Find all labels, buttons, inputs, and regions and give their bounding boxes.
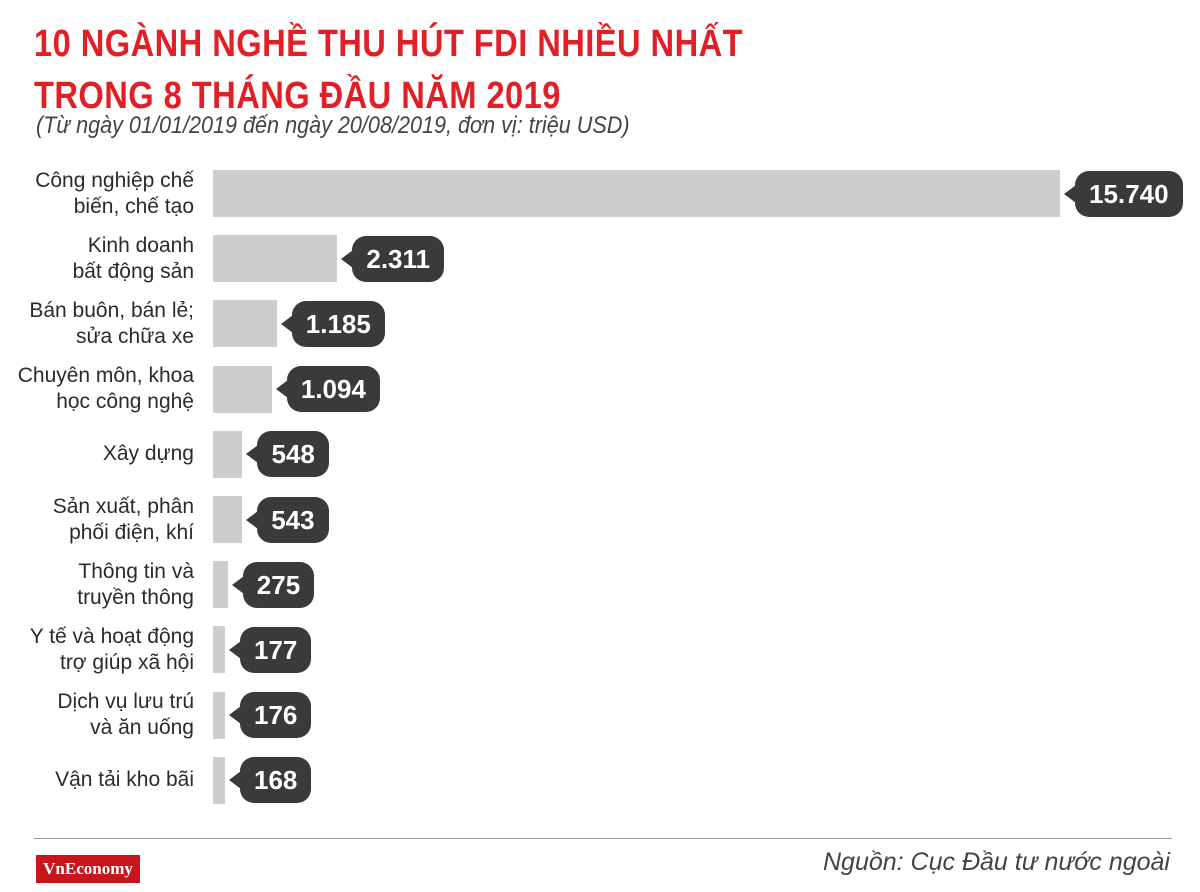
category-label-line: Chuyên môn, khoa xyxy=(17,364,194,388)
category-label: Xây dựng xyxy=(4,441,194,467)
category-label-line: sửa chữa xe xyxy=(75,324,194,348)
bar xyxy=(213,691,225,739)
value-label: 168 xyxy=(228,757,312,804)
value-label: 1.094 xyxy=(275,366,380,413)
category-label-line: phối điện, khí xyxy=(69,520,194,544)
value-label: 1.185 xyxy=(280,300,385,347)
category-label-line: Vận tải kho bãi xyxy=(55,768,194,792)
title-line-1: 10 NGÀNH NGHỀ THU HÚT FDI NHIỀU NHẤT xyxy=(34,23,744,65)
category-label-line: biến, chế tạo xyxy=(73,194,194,218)
category-label-line: Công nghiệp chế xyxy=(35,168,194,192)
value-label: 543 xyxy=(246,496,329,543)
category-label: Bán buôn, bán lẻ; sửa chữa xe xyxy=(4,298,194,350)
category-label: Dịch vụ lưu trú và ăn uống xyxy=(4,689,194,741)
value-label: 548 xyxy=(246,431,329,478)
category-label: Công nghiệp chế biến, chế tạo xyxy=(4,168,194,220)
bar xyxy=(213,235,338,283)
category-label-line: bất động sản xyxy=(72,259,194,283)
vneconomy-logo: VnEconomy xyxy=(36,855,140,883)
category-label-line: Xây dựng xyxy=(102,442,194,466)
bar xyxy=(213,170,1060,217)
category-label: Y tế và hoạt động trợ giúp xã hội xyxy=(4,624,194,676)
category-label-line: Y tế và hoạt động xyxy=(29,624,194,648)
bar xyxy=(213,626,225,674)
value-label: 177 xyxy=(228,626,312,673)
category-label-line: Thông tin và xyxy=(78,559,194,583)
bar xyxy=(213,365,272,413)
category-label: Thông tin và truyền thông xyxy=(4,559,194,611)
category-label-line: Dịch vụ lưu trú xyxy=(57,690,194,714)
chart-subtitle: (Từ ngày 01/01/2019 đến ngày 20/08/2019,… xyxy=(36,112,630,139)
bar xyxy=(213,300,277,348)
category-label: Kinh doanh bất động sản xyxy=(4,233,194,285)
value-label: 275 xyxy=(231,561,315,608)
category-label-line: và ăn uống xyxy=(90,716,194,740)
category-label-line: Bán buôn, bán lẻ; xyxy=(29,298,194,322)
value-label: 176 xyxy=(228,692,312,739)
category-label-line: Sản xuất, phân xyxy=(52,494,194,518)
category-label: Vận tải kho bãi xyxy=(4,767,194,793)
title-line-2: TRONG 8 THÁNG ĐẦU NĂM 2019 xyxy=(34,75,561,117)
category-label-line: học công nghệ xyxy=(56,390,194,414)
bar xyxy=(213,756,225,804)
category-label: Chuyên môn, khoa học công nghệ xyxy=(4,363,194,415)
value-label: 15.740 xyxy=(1064,170,1183,217)
value-label: 2.311 xyxy=(341,235,444,282)
bar xyxy=(213,561,228,609)
category-label-line: truyền thông xyxy=(77,585,194,609)
bar xyxy=(213,430,243,478)
category-label-line: trợ giúp xã hội xyxy=(59,650,194,674)
footer-divider xyxy=(34,838,1172,839)
category-label: Sản xuất, phân phối điện, khí xyxy=(4,494,194,546)
category-label-line: Kinh doanh xyxy=(87,233,194,257)
source-note: Nguồn: Cục Đầu tư nước ngoài xyxy=(823,848,1170,876)
chart-title: 10 NGÀNH NGHỀ THU HÚT FDI NHIỀU NHẤT TRO… xyxy=(34,18,743,122)
bar xyxy=(213,496,243,543)
